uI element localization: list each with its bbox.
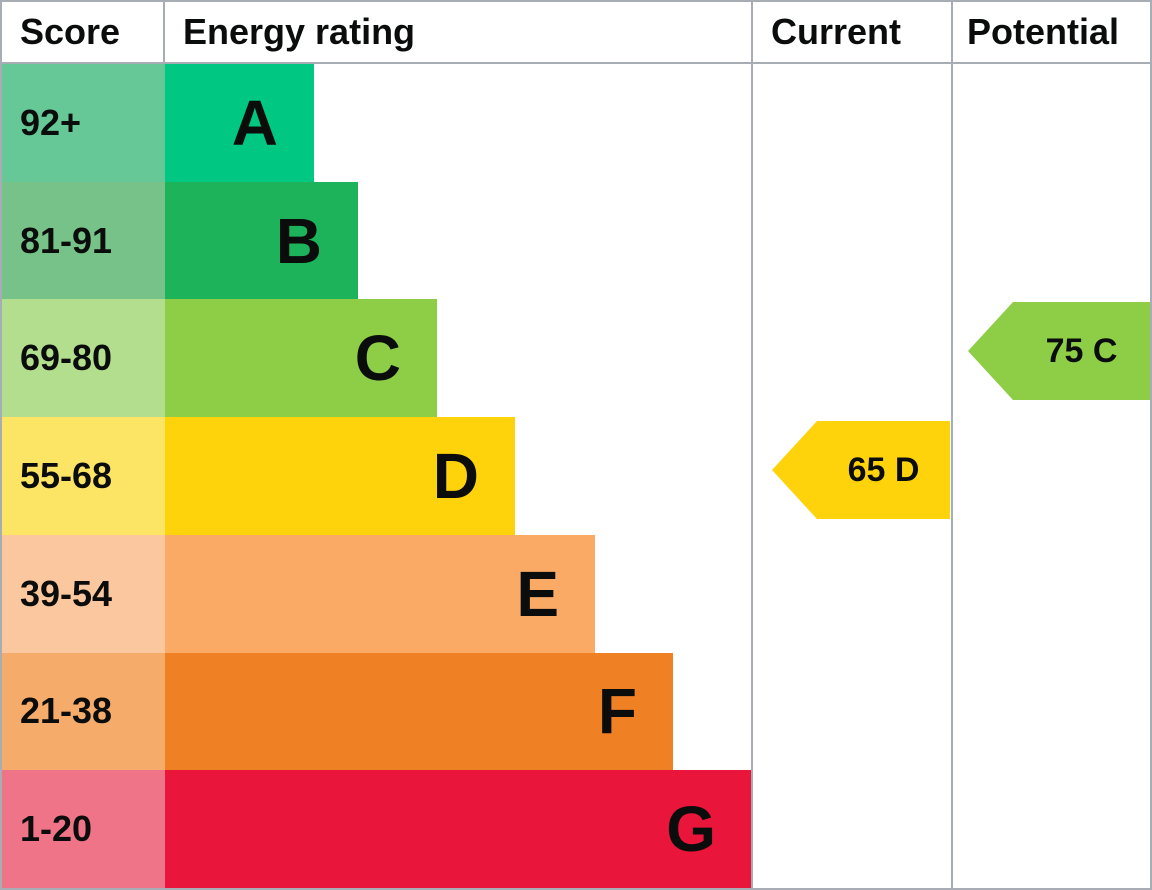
band-score-label: 39-54: [2, 534, 165, 653]
band-bar: G: [165, 770, 752, 888]
band-bar: A: [165, 64, 314, 182]
band-score-label: 55-68: [2, 417, 165, 535]
potential-rating-label: 75 C: [1045, 331, 1118, 370]
potential-column-header: Potential: [967, 11, 1120, 52]
current-column-header: Current: [771, 11, 902, 52]
potential-column-divider: [951, 2, 953, 888]
band-bar: E: [165, 534, 595, 653]
band-letter: D: [432, 440, 479, 513]
band-score-label: 1-20: [2, 770, 165, 888]
band-row-c: 69-80 C: [2, 299, 1150, 418]
energy-rating-column-header: Energy rating: [183, 11, 416, 52]
band-letter: E: [516, 557, 559, 630]
potential-rating-arrow: 75 C: [968, 302, 1150, 400]
chart-header-row: Score Energy rating Current Potential: [2, 2, 1150, 64]
band-row-b: 81-91 B: [2, 181, 1150, 300]
band-row-a: 92+ A: [2, 64, 1150, 182]
current-rating-label: 65 D: [847, 450, 920, 489]
current-column-divider: [751, 2, 753, 888]
band-letter: F: [597, 675, 637, 748]
band-score-label: 81-91: [2, 181, 165, 300]
band-bar: C: [165, 299, 437, 418]
score-column-header: Score: [2, 2, 165, 62]
band-bar: F: [165, 652, 673, 771]
band-row-d: 55-68 D: [2, 417, 1150, 535]
band-letter: B: [275, 204, 322, 277]
band-bar: D: [165, 417, 515, 535]
band-letter: G: [666, 793, 716, 866]
band-row-g: 1-20 G: [2, 770, 1150, 888]
band-bar: B: [165, 181, 358, 300]
band-rows: 92+ A 81-91 B 69-80 C 55-68 D 39-54: [2, 64, 1150, 888]
band-row-e: 39-54 E: [2, 534, 1150, 653]
band-letter: A: [231, 86, 278, 159]
band-score-label: 21-38: [2, 652, 165, 771]
band-row-f: 21-38 F: [2, 652, 1150, 771]
band-letter: C: [354, 322, 401, 395]
band-score-label: 69-80: [2, 299, 165, 418]
band-score-label: 92+: [2, 64, 165, 182]
